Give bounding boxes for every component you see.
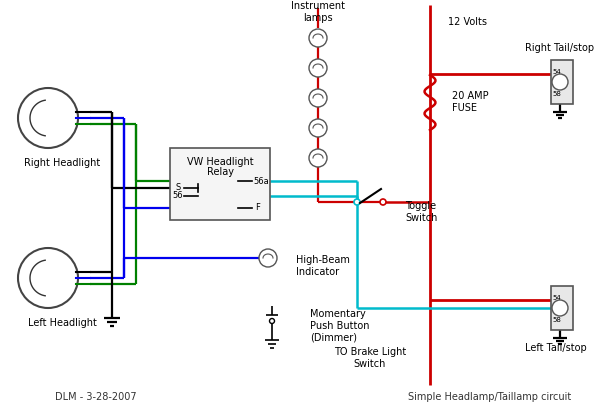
Text: Relay: Relay — [206, 167, 233, 177]
Bar — [170, 148, 270, 220]
Text: F: F — [256, 204, 260, 213]
Text: 56: 56 — [173, 191, 184, 200]
Text: Toggle
Switch: Toggle Switch — [405, 201, 437, 223]
Text: 12 Volts: 12 Volts — [448, 17, 487, 27]
Text: High-Beam
Indicator: High-Beam Indicator — [296, 255, 350, 277]
Circle shape — [380, 199, 386, 205]
Circle shape — [552, 74, 568, 90]
Circle shape — [259, 249, 277, 267]
Text: Right Headlight: Right Headlight — [24, 158, 100, 168]
Text: 58: 58 — [553, 317, 562, 323]
Text: Right Tail/stop: Right Tail/stop — [525, 43, 594, 53]
Text: Instrument
lamps: Instrument lamps — [291, 1, 345, 23]
Text: 20 AMP
FUSE: 20 AMP FUSE — [452, 91, 488, 113]
Circle shape — [309, 29, 327, 47]
Circle shape — [269, 319, 275, 324]
Text: 54: 54 — [553, 69, 562, 75]
Text: Left Tail/stop: Left Tail/stop — [525, 343, 587, 353]
Circle shape — [18, 88, 78, 148]
Circle shape — [309, 119, 327, 137]
Text: Left Headlight: Left Headlight — [28, 318, 97, 328]
Bar — [551, 286, 573, 330]
Circle shape — [354, 199, 360, 205]
Text: 58: 58 — [553, 91, 562, 97]
Text: Momentary
Push Button
(Dimmer): Momentary Push Button (Dimmer) — [310, 309, 370, 343]
Circle shape — [309, 149, 327, 167]
Text: S: S — [175, 184, 181, 193]
Text: VW Headlight: VW Headlight — [187, 157, 253, 167]
Text: DLM - 3-28-2007: DLM - 3-28-2007 — [55, 392, 137, 402]
Text: 56a: 56a — [253, 177, 269, 186]
Circle shape — [18, 248, 78, 308]
Text: Simple Headlamp/Taillamp circuit: Simple Headlamp/Taillamp circuit — [409, 392, 572, 402]
Bar — [551, 60, 573, 104]
Text: 54: 54 — [553, 295, 562, 301]
Circle shape — [552, 300, 568, 316]
Circle shape — [309, 89, 327, 107]
Text: TO Brake Light
Switch: TO Brake Light Switch — [334, 347, 406, 369]
Circle shape — [309, 59, 327, 77]
